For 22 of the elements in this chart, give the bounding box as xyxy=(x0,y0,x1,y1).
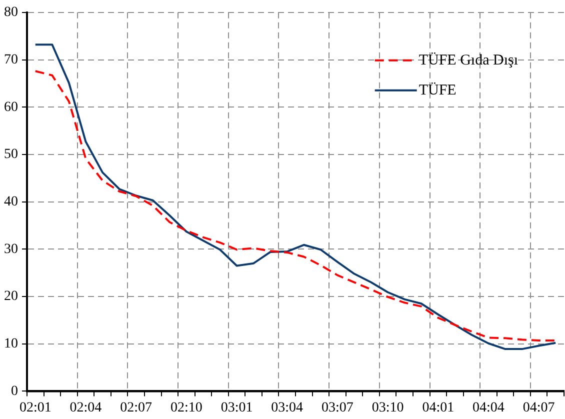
x-tick-label: 04:04 xyxy=(472,400,504,416)
x-tick-label: 02:10 xyxy=(170,400,202,416)
x-tick-label: 02:04 xyxy=(70,400,102,416)
x-tick-label: 03:04 xyxy=(271,400,304,416)
y-tick-label: 40 xyxy=(4,194,18,210)
legend-label: TÜFE xyxy=(418,81,456,98)
legend-label: TÜFE Gıda Dışı xyxy=(418,51,518,68)
y-tick-label: 10 xyxy=(4,336,18,352)
x-tick-label: 02:07 xyxy=(120,400,152,416)
y-tick-label: 0 xyxy=(11,384,18,399)
x-tick-label: 04:01 xyxy=(422,400,454,416)
y-tick-label: 30 xyxy=(4,242,18,257)
x-tick-label: 02:01 xyxy=(19,400,52,416)
x-tick-label: 03:07 xyxy=(322,400,354,416)
y-tick-label: 70 xyxy=(4,52,18,68)
y-tick-label: 20 xyxy=(4,289,18,304)
x-tick-label: 03:10 xyxy=(372,400,404,416)
x-tick-label: 04:07 xyxy=(522,400,555,416)
x-tick-label: 03:01 xyxy=(220,400,253,416)
y-tick-label: 60 xyxy=(4,100,18,115)
y-tick-label: 80 xyxy=(4,5,18,20)
y-tick-label: 50 xyxy=(4,147,18,162)
